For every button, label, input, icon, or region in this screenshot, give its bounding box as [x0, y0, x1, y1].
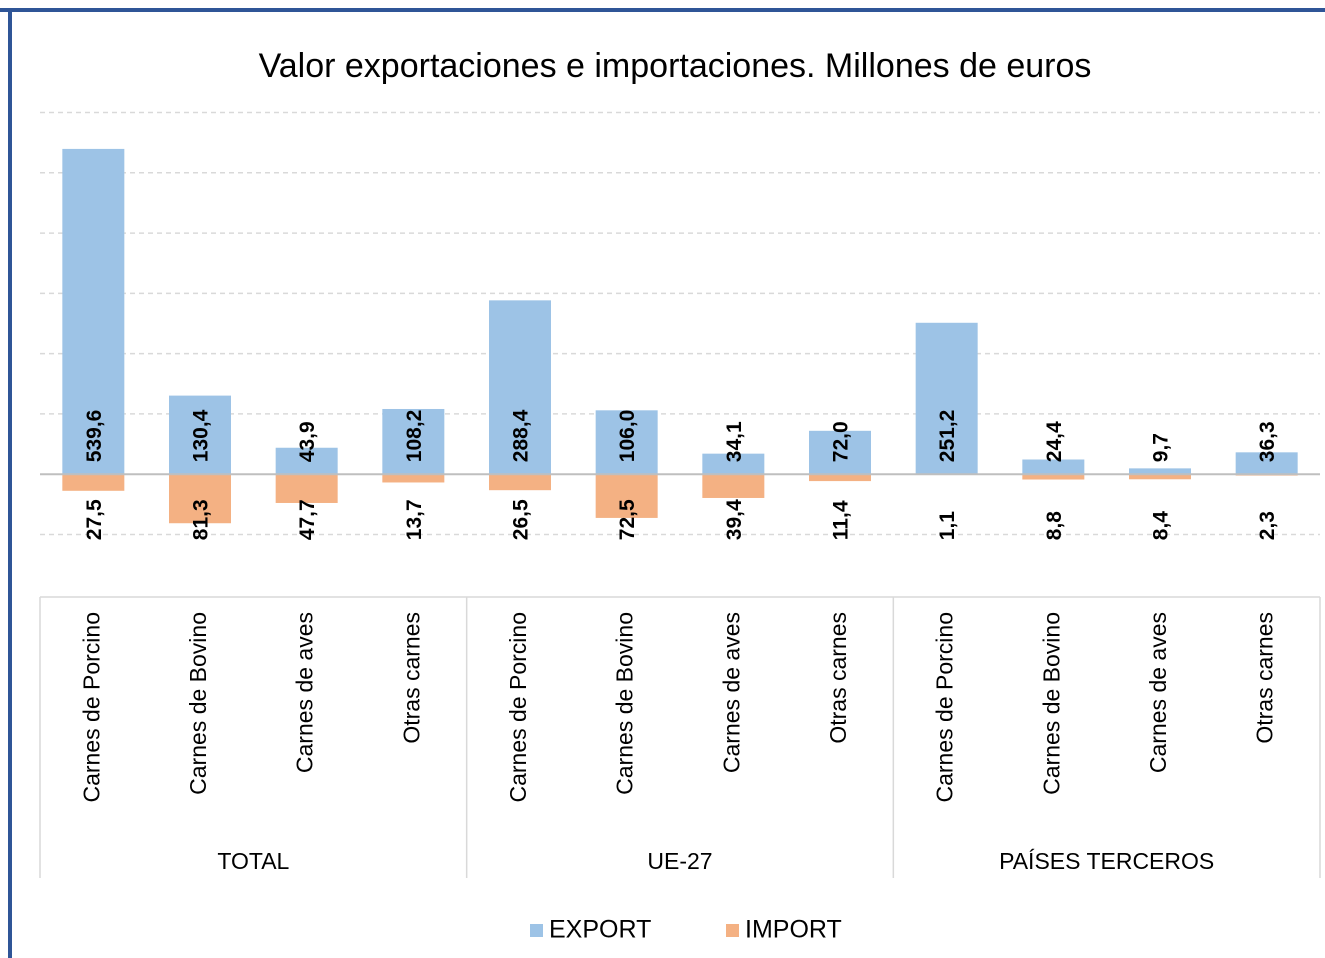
bar [169, 474, 231, 524]
value-label: 47,7 [296, 499, 319, 540]
bar [702, 474, 765, 498]
bar [275, 474, 338, 503]
bar [809, 474, 871, 482]
legend-label: EXPORT [549, 916, 651, 944]
value-label: 26,5 [510, 499, 533, 540]
x-tick-label: Carnes de Porcino [505, 612, 531, 803]
bar [1129, 474, 1191, 480]
x-tick-label: Carnes de Porcino [932, 612, 958, 803]
x-tick-label: Carnes de aves [718, 612, 744, 773]
bar [915, 322, 978, 475]
value-label: 36,3 [1256, 421, 1279, 462]
frame-top [0, 8, 1325, 12]
value-label: 24,4 [1043, 421, 1066, 462]
bar [489, 300, 551, 475]
value-label: 43,9 [296, 421, 319, 462]
value-label: 27,5 [83, 499, 106, 540]
value-label: 539,6 [83, 410, 106, 463]
value-label: 81,3 [190, 499, 213, 540]
bar [1129, 468, 1191, 475]
value-label: 1,1 [936, 511, 959, 541]
value-label: 13,7 [403, 499, 426, 540]
value-label: 251,2 [936, 410, 959, 463]
value-label: 130,4 [190, 409, 213, 462]
x-tick-label: Carnes de Bovino [1038, 612, 1064, 795]
bar [62, 148, 125, 475]
bar [382, 474, 445, 483]
x-tick-label: Carnes de aves [1145, 612, 1171, 773]
x-tick-label: Otras carnes [825, 612, 851, 744]
bar [62, 474, 125, 491]
value-label: 39,4 [723, 499, 746, 540]
bar [275, 447, 338, 475]
bar [169, 395, 231, 475]
bar [1022, 459, 1085, 475]
bar [489, 474, 551, 491]
x-tick-label: Carnes de Bovino [612, 612, 638, 795]
value-label: 72,5 [616, 499, 639, 540]
x-tick-label: Carnes de Bovino [185, 612, 211, 795]
frame-left [8, 8, 12, 958]
legend-label: IMPORT [745, 916, 842, 944]
bar [1022, 474, 1085, 480]
value-label: 9,7 [1150, 433, 1173, 462]
value-label: 34,1 [723, 421, 746, 462]
bar [595, 474, 658, 518]
group-label: TOTAL [217, 848, 289, 874]
x-tick-label: Otras carnes [1252, 612, 1278, 744]
bar [702, 453, 765, 475]
value-label: 108,2 [403, 410, 426, 463]
value-label: 106,0 [616, 410, 639, 463]
value-label: 8,4 [1150, 511, 1173, 541]
bar [1235, 452, 1298, 475]
bar [809, 430, 871, 475]
value-label: 11,4 [830, 500, 853, 540]
value-label: 2,3 [1256, 511, 1279, 540]
chart-title: Valor exportaciones e importaciones. Mil… [259, 47, 1092, 85]
x-tick-label: Carnes de Porcino [78, 612, 104, 803]
bar [595, 410, 658, 475]
value-label: 72,0 [830, 421, 853, 462]
x-tick-label: Carnes de aves [292, 612, 318, 773]
group-label: UE-27 [647, 848, 712, 874]
value-label: 288,4 [510, 409, 533, 462]
value-label: 8,8 [1043, 511, 1066, 541]
x-tick-label: Otras carnes [398, 612, 424, 744]
group-label: PAÍSES TERCEROS [999, 848, 1214, 874]
legend-swatch [530, 924, 543, 937]
bar [382, 408, 445, 475]
legend-swatch [726, 924, 739, 937]
